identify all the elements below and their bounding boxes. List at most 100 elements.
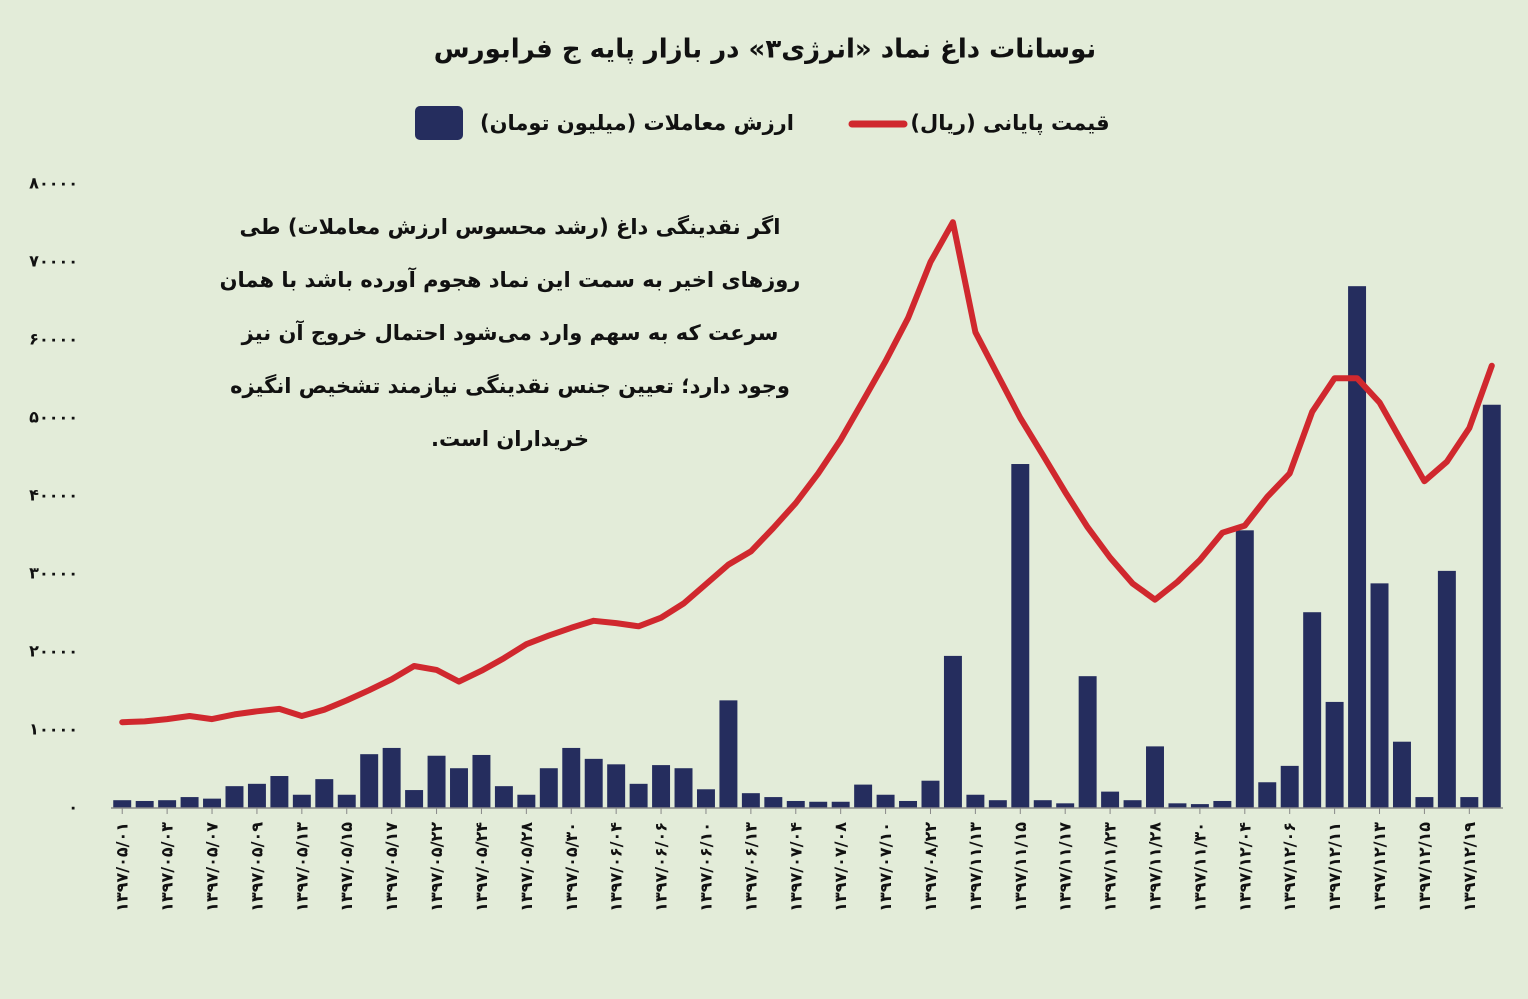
x-tick-label: ۱۳۹۷/۱۲/۱۵ (1415, 822, 1434, 912)
x-tick-label: ۱۳۹۷/۰۵/۰۹ (247, 822, 266, 912)
bar (472, 754, 491, 808)
bar (1033, 800, 1052, 808)
bar (719, 700, 738, 808)
bar (921, 780, 940, 808)
bar (315, 779, 334, 808)
x-tick-label: ۱۳۹۷/۰۶/۱۰ (696, 822, 715, 912)
x-tick-label: ۱۳۹۷/۰۸/۲۲ (921, 822, 940, 912)
bar (113, 800, 132, 808)
bar (786, 800, 805, 808)
x-tick-label: ۱۳۹۷/۰۵/۱۳ (292, 822, 311, 912)
legend-label: ارزش معاملات (میلیون تومان) (480, 111, 794, 135)
x-tick-label: ۱۳۹۷/۱۲/۰۶ (1280, 822, 1299, 912)
bar (494, 786, 513, 808)
x-tick-label: ۱۳۹۷/۱۲/۰۴ (1235, 822, 1254, 912)
bar (360, 754, 379, 808)
x-tick-label: ۱۳۹۷/۰۶/۰۴ (607, 822, 626, 912)
bar (876, 794, 895, 808)
y-tick-label: ۶۰۰۰۰ (29, 330, 78, 349)
bar (1325, 701, 1344, 808)
bar (966, 794, 985, 808)
bar (562, 747, 581, 808)
y-tick-label: ۷۰۰۰۰ (29, 252, 78, 271)
chart-title: نوسانات داغ نماد «انرژی۳» در بازار پایه … (434, 35, 1096, 65)
bar (158, 800, 177, 808)
x-tick-label: ۱۳۹۷/۰۵/۲۴ (472, 822, 491, 912)
x-tick-label: ۱۳۹۷/۰۵/۲۲ (427, 822, 446, 912)
line (119, 219, 1495, 726)
x-tick-label: ۱۳۹۷/۱۱/۳۰ (1190, 822, 1209, 912)
x-tick-label: ۱۳۹۷/۰۷/۱۰ (876, 822, 895, 912)
x-tick-label: ۱۳۹۷/۱۱/۱۳ (966, 822, 985, 912)
bar (1437, 570, 1456, 808)
bar (1213, 800, 1232, 808)
bar (741, 793, 760, 808)
bar (337, 794, 356, 808)
bar (1415, 797, 1434, 808)
bar (539, 768, 558, 808)
annotation: سرعت که به سهم وارد می‌شود احتمال خروج آ… (241, 320, 779, 346)
y-tick-label: ۳۰۰۰۰ (29, 564, 78, 583)
bar (135, 800, 154, 808)
y-tick-label: ۵۰۰۰۰ (29, 408, 78, 427)
bar (1482, 404, 1501, 808)
x-tick-label: ۱۳۹۷/۱۲/۱۳ (1370, 822, 1389, 912)
bar (899, 800, 918, 808)
annotation: وجود دارد؛ تعیین جنس نقدینگی نیازمند تشخ… (230, 373, 790, 398)
y-tick-label: ۱۰۰۰۰ (29, 720, 78, 739)
annotation: روزهای اخیر به سمت این نماد هجوم آورده ب… (220, 267, 801, 292)
bar (696, 789, 715, 808)
bar (854, 784, 873, 808)
bar (1168, 803, 1187, 808)
bar (405, 790, 424, 808)
x-tick-label: ۱۳۹۷/۱۱/۱۷ (1056, 822, 1075, 912)
x-tick-label: ۱۳۹۷/۰۵/۲۸ (517, 822, 536, 912)
bar (1280, 765, 1299, 808)
bar (1190, 804, 1209, 808)
bar (1258, 782, 1277, 808)
bar (1056, 803, 1075, 808)
bar (1235, 530, 1254, 808)
bar (607, 764, 626, 808)
x-tick-label: ۱۳۹۷/۱۱/۱۵ (1011, 822, 1030, 912)
x-tick-label: ۱۳۹۷/۰۷/۰۴ (786, 822, 805, 912)
x-tick-label: ۱۳۹۷/۰۵/۰۳ (158, 822, 177, 912)
annotation: اگر نقدینگی داغ (رشد محسوس ارزش معاملات)… (240, 214, 781, 239)
bar (225, 786, 244, 808)
x-tick-label: ۱۳۹۷/۰۵/۱۷ (382, 822, 401, 912)
y-tick-label: ۰ (68, 798, 78, 817)
bar (764, 797, 783, 808)
bar (270, 776, 289, 808)
bar (180, 797, 199, 808)
x-tick-label: ۱۳۹۷/۰۷/۰۸ (831, 822, 850, 912)
x-tick-label: ۱۳۹۷/۰۶/۱۳ (741, 822, 760, 912)
bar (1123, 800, 1142, 808)
bar (1370, 583, 1389, 808)
y-tick-label: ۲۰۰۰۰ (29, 642, 78, 661)
bar (831, 801, 850, 808)
x-tick-label: ۱۳۹۷/۰۶/۰۶ (652, 822, 671, 912)
x-tick-label: ۱۳۹۷/۱۲/۱۱ (1325, 822, 1344, 912)
x-tick-label: ۱۳۹۷/۱۲/۱۹ (1460, 822, 1479, 912)
bar (629, 783, 648, 808)
bar (809, 801, 828, 808)
x-tick-label: ۱۳۹۷/۰۵/۰۷ (203, 822, 222, 912)
bar (1460, 797, 1479, 808)
x-tick-label: ۱۳۹۷/۰۵/۱۵ (337, 822, 356, 912)
bar (1101, 791, 1120, 808)
bar (652, 765, 671, 808)
bar (203, 798, 222, 808)
bar (584, 758, 603, 808)
bar (943, 655, 962, 808)
legend-label: قیمت پایانی (ریال) (910, 111, 1109, 135)
bar (1303, 612, 1322, 808)
bar (988, 800, 1007, 808)
bar (382, 747, 401, 808)
x-tick-label: ۱۳۹۷/۰۵/۰۱ (113, 822, 132, 912)
bar (1078, 676, 1097, 808)
bar (450, 768, 468, 808)
bar (427, 755, 446, 808)
bar (1011, 464, 1030, 808)
bar (1392, 741, 1411, 808)
